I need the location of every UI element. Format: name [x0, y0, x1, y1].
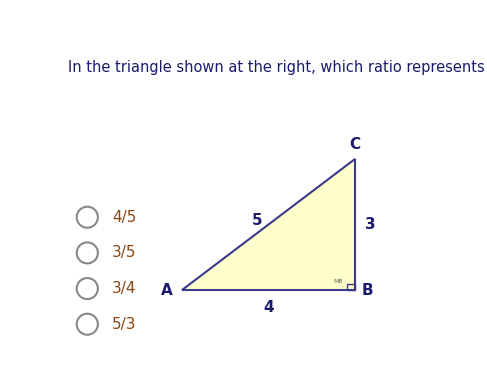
Text: 5: 5 — [252, 213, 263, 228]
Text: MB: MB — [334, 279, 343, 284]
Text: C: C — [350, 137, 361, 152]
Text: A: A — [160, 283, 172, 298]
Text: 5/3: 5/3 — [112, 317, 136, 332]
Text: In the triangle shown at the right, which ratio represents cos C ?: In the triangle shown at the right, whic… — [68, 60, 487, 75]
Text: 4: 4 — [263, 300, 274, 315]
Text: 3/5: 3/5 — [112, 245, 136, 261]
Text: B: B — [362, 283, 374, 298]
Text: 4/5: 4/5 — [112, 210, 136, 225]
Text: 3/4: 3/4 — [112, 281, 136, 296]
Polygon shape — [182, 159, 356, 290]
Text: 3: 3 — [365, 217, 375, 232]
